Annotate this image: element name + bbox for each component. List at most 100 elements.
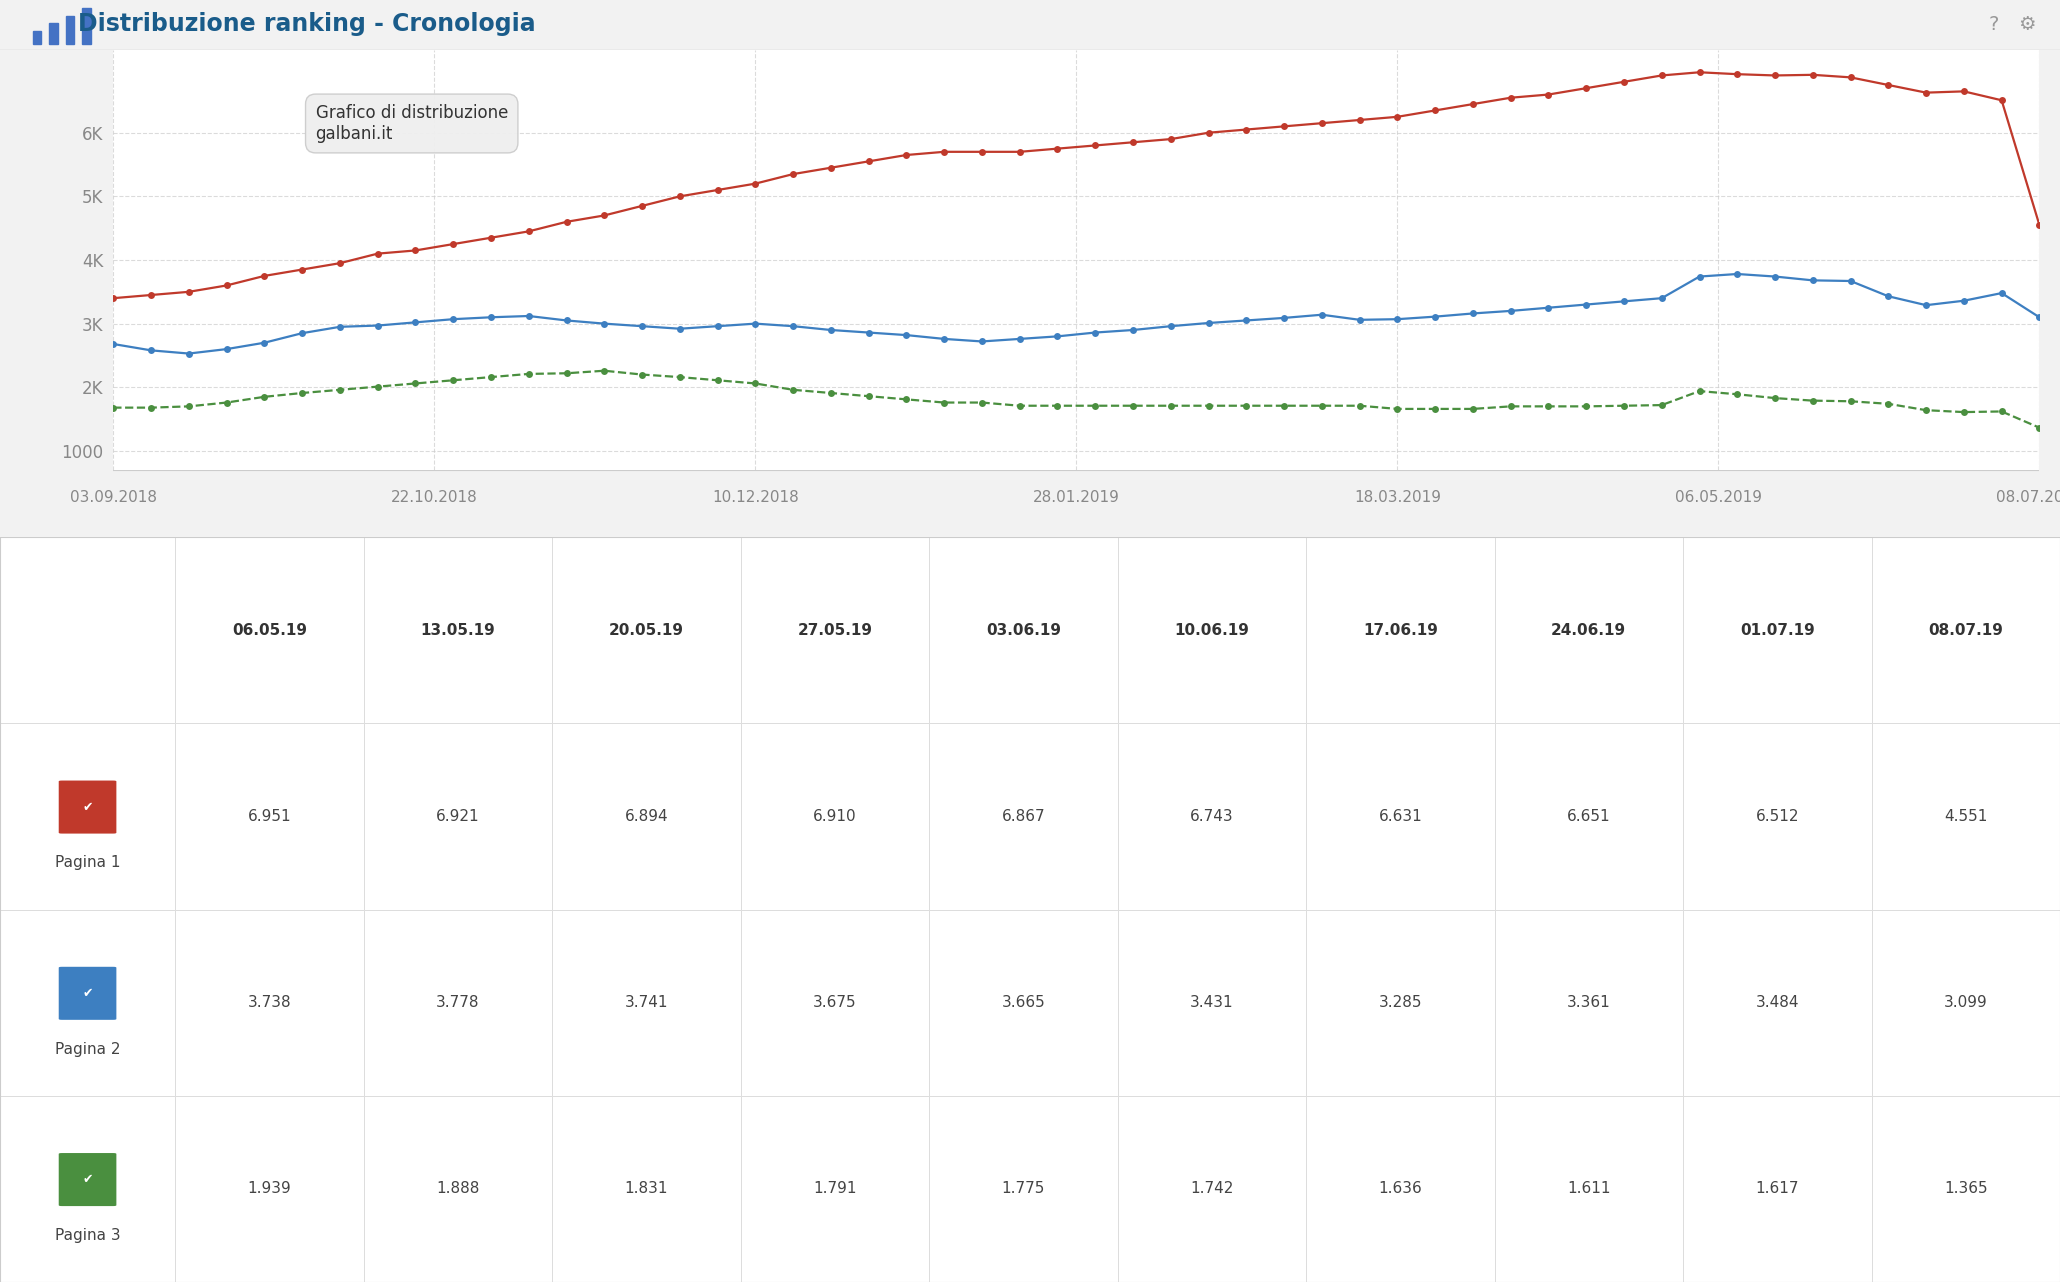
FancyBboxPatch shape: [58, 779, 117, 835]
Text: Pagina 2: Pagina 2: [56, 1042, 119, 1056]
Text: 3.484: 3.484: [1755, 995, 1798, 1010]
Text: 6.867: 6.867: [1001, 809, 1044, 824]
Bar: [740, 723, 929, 909]
Text: 3.675: 3.675: [814, 995, 857, 1010]
Bar: [363, 723, 552, 909]
Bar: [0, 1096, 175, 1282]
Text: 06.05.2019: 06.05.2019: [1675, 490, 1761, 505]
Text: 1.939: 1.939: [247, 1182, 290, 1196]
Text: 17.06.19: 17.06.19: [1364, 623, 1438, 637]
FancyBboxPatch shape: [58, 1153, 117, 1208]
Text: 6.910: 6.910: [814, 809, 857, 824]
Text: 03.09.2018: 03.09.2018: [70, 490, 157, 505]
Bar: [363, 537, 552, 723]
Text: 06.05.19: 06.05.19: [233, 623, 307, 637]
Bar: [1870, 1096, 2060, 1282]
Bar: [175, 723, 365, 909]
Bar: [1870, 723, 2060, 909]
Text: 28.01.2019: 28.01.2019: [1032, 490, 1121, 505]
Bar: [0, 537, 175, 723]
Text: 1.775: 1.775: [1001, 1182, 1044, 1196]
Text: 24.06.19: 24.06.19: [1551, 623, 1625, 637]
Text: 10.06.19: 10.06.19: [1174, 623, 1248, 637]
Text: 3.099: 3.099: [1945, 995, 1988, 1010]
Text: ?: ?: [1988, 14, 2000, 33]
Text: Grafico di distribuzione
galbani.it: Grafico di distribuzione galbani.it: [315, 104, 509, 142]
Bar: [929, 909, 1117, 1096]
Text: 6.921: 6.921: [437, 809, 480, 824]
Bar: [1117, 1096, 1306, 1282]
Text: 08.07.2019: 08.07.2019: [1996, 490, 2060, 505]
Text: ✔: ✔: [82, 800, 93, 814]
Text: 1.636: 1.636: [1378, 1182, 1421, 1196]
Bar: [552, 909, 742, 1096]
Bar: [929, 723, 1117, 909]
Bar: [740, 909, 929, 1096]
Bar: [1306, 1096, 1494, 1282]
Text: 3.741: 3.741: [624, 995, 667, 1010]
Text: 1.791: 1.791: [814, 1182, 857, 1196]
Text: 01.07.19: 01.07.19: [1741, 623, 1815, 637]
Text: 6.651: 6.651: [1568, 809, 1611, 824]
Bar: [929, 537, 1117, 723]
Text: 4.551: 4.551: [1945, 809, 1988, 824]
Text: 1.831: 1.831: [624, 1182, 667, 1196]
Bar: [363, 1096, 552, 1282]
Text: 13.05.19: 13.05.19: [420, 623, 494, 637]
Text: Pagina 3: Pagina 3: [56, 1228, 119, 1244]
Bar: [1306, 909, 1494, 1096]
Text: 27.05.19: 27.05.19: [797, 623, 871, 637]
Text: 6.743: 6.743: [1191, 809, 1234, 824]
Bar: [1683, 909, 1870, 1096]
FancyBboxPatch shape: [58, 965, 117, 1020]
Bar: [1494, 909, 1683, 1096]
Bar: [49, 23, 58, 44]
Text: 3.431: 3.431: [1191, 995, 1234, 1010]
Text: 22.10.2018: 22.10.2018: [391, 490, 478, 505]
Bar: [929, 1096, 1117, 1282]
Text: 6.631: 6.631: [1378, 809, 1421, 824]
Text: 3.665: 3.665: [1001, 995, 1044, 1010]
Bar: [1683, 537, 1870, 723]
Text: 1.611: 1.611: [1568, 1182, 1611, 1196]
Text: 6.894: 6.894: [624, 809, 667, 824]
Text: 1.617: 1.617: [1755, 1182, 1798, 1196]
Bar: [552, 537, 742, 723]
Bar: [1494, 723, 1683, 909]
Text: 18.03.2019: 18.03.2019: [1353, 490, 1440, 505]
Text: 03.06.19: 03.06.19: [987, 623, 1061, 637]
Text: 6.512: 6.512: [1755, 809, 1798, 824]
Text: ✔: ✔: [82, 987, 93, 1000]
Bar: [0, 723, 175, 909]
Text: Pagina 1: Pagina 1: [56, 855, 119, 870]
Bar: [1117, 723, 1306, 909]
Bar: [1117, 537, 1306, 723]
Bar: [175, 537, 365, 723]
Bar: [740, 1096, 929, 1282]
Text: ✔: ✔: [82, 1173, 93, 1186]
Bar: [175, 909, 365, 1096]
Bar: [363, 909, 552, 1096]
Text: 08.07.19: 08.07.19: [1928, 623, 2002, 637]
Text: 10.12.2018: 10.12.2018: [713, 490, 799, 505]
Text: 3.285: 3.285: [1378, 995, 1421, 1010]
Bar: [0, 909, 175, 1096]
Bar: [1306, 723, 1494, 909]
Bar: [175, 1096, 365, 1282]
Bar: [66, 15, 74, 44]
Bar: [1117, 909, 1306, 1096]
Bar: [1306, 537, 1494, 723]
Text: 1.365: 1.365: [1945, 1182, 1988, 1196]
Text: 3.738: 3.738: [247, 995, 290, 1010]
Text: 1.742: 1.742: [1191, 1182, 1234, 1196]
Text: Distribuzione ranking - Cronologia: Distribuzione ranking - Cronologia: [78, 12, 536, 36]
Bar: [740, 537, 929, 723]
Bar: [1683, 723, 1870, 909]
Bar: [552, 723, 742, 909]
Bar: [1870, 909, 2060, 1096]
Bar: [1683, 1096, 1870, 1282]
Bar: [552, 1096, 742, 1282]
Text: 20.05.19: 20.05.19: [610, 623, 684, 637]
Text: 1.888: 1.888: [437, 1182, 480, 1196]
Text: 3.778: 3.778: [437, 995, 480, 1010]
